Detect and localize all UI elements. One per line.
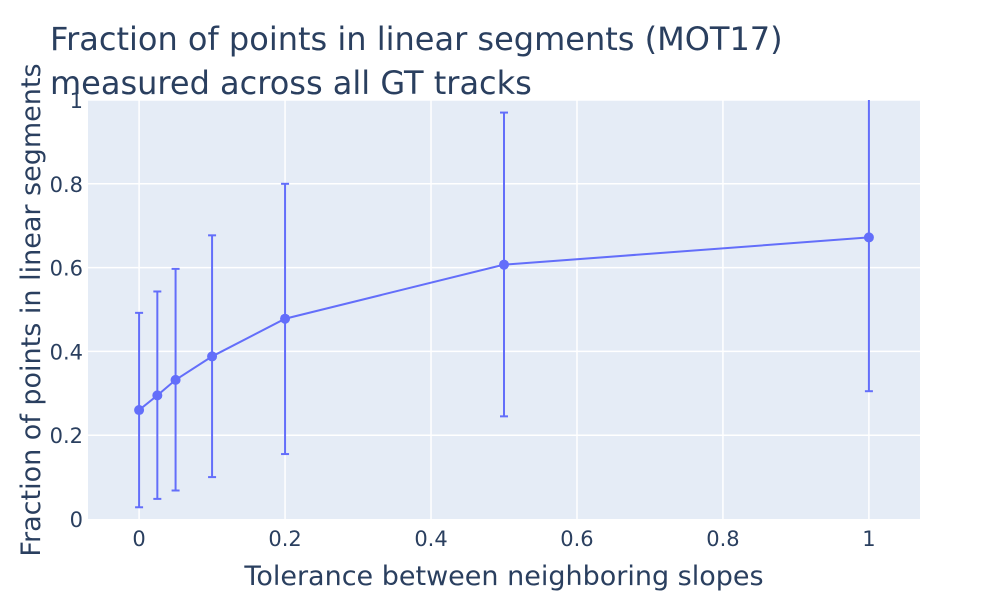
x-tick-label: 0 bbox=[132, 527, 145, 551]
x-tick-label: 0.8 bbox=[706, 527, 739, 551]
data-point bbox=[152, 390, 163, 401]
x-tick-labels: 0 0.2 0.4 0.6 0.8 1 bbox=[132, 527, 875, 551]
data-point bbox=[499, 259, 509, 270]
data-point bbox=[170, 374, 181, 385]
chart-title-line-1: Fraction of points in linear segments (M… bbox=[50, 20, 783, 58]
y-tick-label: 1 bbox=[70, 89, 83, 113]
y-tick-label: 0.8 bbox=[50, 173, 83, 197]
data-point bbox=[863, 232, 874, 243]
y-tick-labels: 0 0.2 0.4 0.6 0.8 1 bbox=[50, 89, 83, 532]
y-tick-label: 0.4 bbox=[50, 340, 83, 364]
data-point bbox=[280, 313, 291, 324]
data-point bbox=[207, 351, 218, 362]
series-group bbox=[134, 232, 874, 416]
x-tick-label: 0.4 bbox=[414, 527, 447, 551]
y-tick-label: 0 bbox=[70, 508, 83, 532]
x-tick-label: 0.6 bbox=[560, 527, 593, 551]
y-tick-label: 0.2 bbox=[50, 424, 83, 448]
chart-title-line-2: measured across all GT tracks bbox=[50, 64, 532, 102]
data-point bbox=[134, 405, 145, 416]
x-axis-title: Tolerance between neighboring slopes bbox=[243, 561, 763, 592]
y-axis-title: Fraction of points in linear segments bbox=[16, 63, 47, 556]
x-tick-label: 1 bbox=[862, 527, 875, 551]
x-tick-label: 0.2 bbox=[268, 527, 301, 551]
y-tick-label: 0.6 bbox=[50, 257, 83, 281]
